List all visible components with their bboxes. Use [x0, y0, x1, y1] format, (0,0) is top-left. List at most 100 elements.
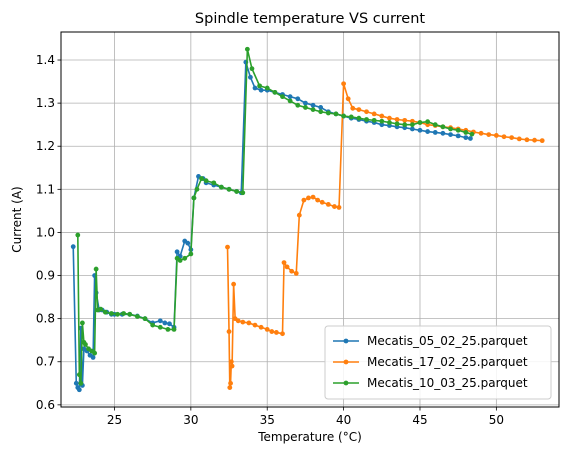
- data-point: [372, 118, 377, 123]
- data-point: [94, 267, 99, 272]
- data-point: [479, 131, 484, 136]
- data-point: [486, 132, 491, 137]
- legend-label: Mecatis_05_02_25.parquet: [367, 334, 528, 348]
- data-point: [77, 372, 82, 377]
- data-point: [265, 327, 270, 332]
- data-point: [364, 117, 369, 122]
- data-point: [379, 114, 384, 119]
- y-axis-title: Current (A): [10, 186, 24, 252]
- data-point: [192, 196, 197, 201]
- data-point: [257, 83, 262, 88]
- data-point: [188, 252, 193, 257]
- data-point: [517, 137, 522, 142]
- data-point: [425, 119, 430, 124]
- legend-swatch-marker: [344, 360, 349, 365]
- data-point: [175, 249, 180, 254]
- data-point: [109, 311, 114, 316]
- data-point: [441, 124, 446, 129]
- data-point: [272, 90, 277, 95]
- x-tick-label: 25: [107, 413, 122, 427]
- data-point: [468, 136, 473, 141]
- data-point: [509, 135, 514, 140]
- data-point: [247, 321, 252, 326]
- data-point: [288, 94, 293, 99]
- data-point: [78, 381, 83, 386]
- data-point: [269, 329, 274, 334]
- data-point: [158, 325, 163, 330]
- data-point: [248, 75, 253, 80]
- data-point: [315, 198, 320, 203]
- data-point: [285, 265, 290, 270]
- data-point: [418, 128, 423, 133]
- data-point: [83, 342, 88, 347]
- data-point: [172, 327, 177, 332]
- data-point: [288, 99, 293, 104]
- y-tick-label: 1.4: [36, 53, 55, 67]
- data-point: [320, 200, 325, 205]
- y-tick-label: 1.1: [36, 182, 55, 196]
- data-point: [301, 198, 306, 203]
- data-point: [231, 282, 236, 287]
- data-point: [470, 132, 475, 137]
- data-point: [265, 86, 270, 91]
- data-point: [240, 320, 245, 325]
- data-point: [204, 178, 209, 183]
- data-point: [303, 105, 308, 110]
- data-point: [219, 185, 224, 190]
- data-point: [387, 120, 392, 125]
- data-point: [311, 195, 316, 200]
- legend: Mecatis_05_02_25.parquetMecatis_17_02_25…: [325, 326, 551, 399]
- data-point: [494, 133, 499, 138]
- data-point: [410, 122, 415, 127]
- data-point: [166, 327, 171, 332]
- data-point: [91, 355, 96, 360]
- data-point: [341, 81, 346, 86]
- y-tick-label: 0.6: [36, 398, 55, 412]
- x-tick-label: 45: [412, 413, 427, 427]
- data-point: [178, 258, 183, 263]
- data-point: [228, 381, 233, 386]
- data-point: [182, 256, 187, 261]
- data-point: [303, 101, 308, 106]
- data-point: [135, 314, 140, 319]
- data-point: [225, 245, 230, 250]
- data-point: [295, 103, 300, 108]
- y-tick-label: 1.0: [36, 225, 55, 239]
- data-point: [280, 94, 285, 99]
- data-point: [532, 138, 537, 143]
- data-point: [74, 381, 79, 386]
- data-point: [456, 133, 461, 138]
- data-point: [289, 269, 294, 274]
- data-point: [418, 120, 423, 125]
- data-point: [167, 321, 172, 326]
- data-point: [350, 106, 355, 111]
- data-point: [227, 187, 232, 192]
- data-point: [402, 118, 407, 123]
- chart-title: Spindle temperature VS current: [195, 11, 425, 27]
- data-point: [387, 116, 392, 121]
- x-tick-label: 35: [260, 413, 275, 427]
- data-point: [103, 310, 108, 315]
- data-point: [356, 107, 361, 112]
- data-point: [127, 312, 132, 317]
- data-point: [295, 96, 300, 101]
- data-point: [227, 329, 232, 334]
- data-point: [311, 103, 316, 108]
- data-point: [326, 111, 331, 116]
- data-point: [410, 127, 415, 132]
- data-point: [525, 137, 530, 142]
- data-point: [402, 122, 407, 127]
- legend-label: Mecatis_10_03_25.parquet: [367, 376, 528, 390]
- data-point: [282, 260, 287, 265]
- data-point: [395, 117, 400, 122]
- data-point: [227, 385, 232, 390]
- data-point: [71, 244, 76, 249]
- data-point: [463, 130, 468, 135]
- data-point: [253, 86, 258, 91]
- data-point: [297, 213, 302, 218]
- data-point: [211, 180, 216, 185]
- data-point: [349, 115, 354, 120]
- data-point: [75, 233, 80, 238]
- data-point: [250, 66, 255, 71]
